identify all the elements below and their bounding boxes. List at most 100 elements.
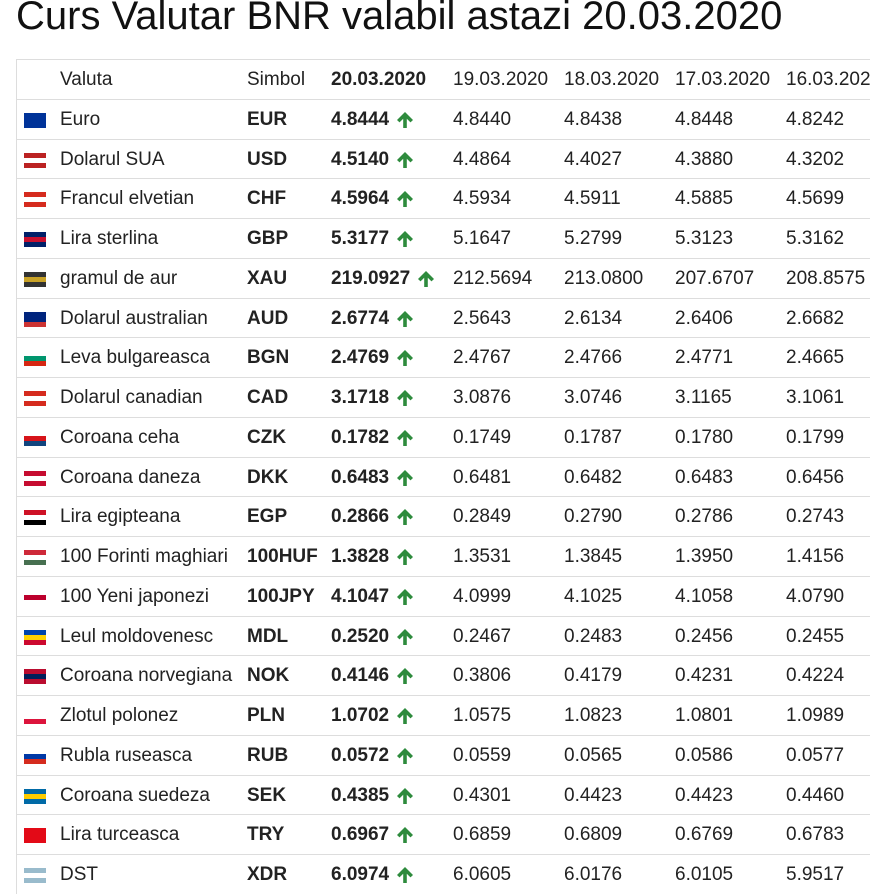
currency-name: Leva bulgareasca (60, 347, 210, 369)
up-arrow (397, 708, 414, 724)
rate-value: 0.0586 (675, 744, 734, 766)
table-row: gramul de aur XAU 219.0927 212.5694 213.0800… (17, 259, 870, 299)
currency-name: 100 Yeni japonezi (60, 585, 209, 607)
rate-value: 0.2520 (331, 625, 390, 647)
currency-symbol: RUB (247, 744, 289, 766)
flag-icon (24, 709, 46, 724)
flag-icon (24, 510, 46, 526)
rate-value: 2.4771 (675, 347, 734, 369)
rate-value: 0.0572 (331, 744, 390, 766)
rate-value: 0.1799 (786, 426, 845, 448)
table-row: Leul moldovenesc MDL 0.2520 0.2467 0.2483 0.2… (17, 617, 870, 657)
up-arrow (397, 151, 414, 168)
flag-stripe (24, 599, 46, 605)
flag-stripe (24, 679, 46, 685)
flag-stripe (24, 828, 46, 834)
rate-value: 5.3162 (786, 228, 845, 249)
rate-value: 0.6859 (453, 824, 512, 846)
table-row: Coroana suedeza SEK 0.4385 0.4301 0.4423 0.44… (17, 776, 870, 816)
arrow-shape (397, 231, 414, 247)
rate-value: 4.8438 (564, 108, 623, 130)
rate-value: 5.3123 (675, 228, 734, 249)
flag-stripe (24, 709, 46, 714)
table-row: 100 Yeni japonezi 100JPY 4.1047 4.0999 4.102… (17, 577, 870, 617)
currency-symbol: GBP (247, 228, 289, 249)
rate-value: 0.0577 (786, 744, 845, 766)
currency-symbol: 100HUF (247, 546, 318, 567)
rate-value: 4.0999 (453, 585, 512, 607)
flag-icon (24, 112, 46, 128)
rate-value: 2.6774 (331, 307, 390, 329)
currency-name: Coroana norvegiana (60, 665, 233, 687)
rate-value: 1.0575 (453, 705, 512, 726)
rate-value: 1.3950 (675, 546, 734, 567)
currency-name: Dolarul canadian (60, 387, 203, 408)
flag-stripe (24, 122, 46, 128)
rate-value: 0.4423 (564, 784, 623, 806)
rate-value: 0.6483 (331, 466, 390, 488)
rate-value: 0.0559 (453, 744, 512, 766)
flag-stripe (24, 281, 46, 287)
flag-icon (24, 868, 46, 883)
up-arrow (397, 350, 414, 367)
arrow-shape (397, 429, 414, 446)
arrow-shape (397, 827, 414, 844)
rate-value: 208.8575 (786, 267, 866, 289)
arrow-shape (397, 787, 414, 804)
currency-symbol: BGN (247, 347, 290, 369)
rate-value: 0.6967 (331, 824, 390, 846)
rate-value: 4.3202 (786, 148, 845, 170)
rate-value: 2.5643 (453, 307, 512, 329)
rate-value: 0.2467 (453, 625, 512, 647)
flag-icon (24, 311, 46, 327)
flag-icon (24, 629, 46, 645)
column-header: 18.03.2020 (564, 69, 660, 90)
rate-value: 2.4767 (453, 347, 512, 369)
rate-value: 0.1787 (564, 426, 623, 448)
currency-name: Coroana daneza (60, 466, 201, 488)
table-row: Dolarul australian AUD 2.6774 2.5643 2.6134 2… (17, 299, 870, 339)
page-title: Curs Valutar BNR valabil astazi 20.03.20… (16, 0, 783, 38)
rate-value: 212.5694 (453, 267, 533, 289)
rate-value: 213.0800 (564, 267, 644, 289)
arrow-shape (418, 270, 435, 287)
currency-name: Lira egipteana (60, 506, 181, 528)
arrow-shape (397, 469, 414, 486)
table-row: Dolarul canadian CAD 3.1718 3.0876 3.0746 3.1… (17, 378, 870, 418)
rate-value: 4.8242 (786, 108, 845, 130)
flag-stripe (24, 719, 46, 724)
currency-name: Zlotul polonez (60, 705, 179, 726)
flag-icon (24, 550, 46, 565)
rate-value: 3.1718 (331, 387, 390, 408)
column-header: 16.03.2020 (786, 69, 870, 90)
rate-value: 1.3531 (453, 546, 512, 567)
arrow-shape (397, 151, 414, 168)
flag-stripe (24, 753, 46, 759)
flag-stripe (24, 430, 46, 436)
rate-value: 0.2849 (453, 506, 512, 528)
rate-value: 2.6134 (564, 307, 623, 329)
rate-value: 4.4864 (453, 148, 512, 170)
flag-stripe (24, 157, 46, 163)
rate-value: 2.4769 (331, 347, 390, 369)
flag-icon (24, 152, 46, 168)
currency-name: Francul elvetian (60, 188, 195, 210)
flag-stripe (24, 242, 46, 247)
table-row: Zlotul polonez PLN 1.0702 1.0575 1.0823 1.080… (17, 696, 870, 736)
header-row: Valuta Simbol 20.03.2020 19.03.2020 18.03.20… (17, 60, 870, 100)
currency-name: Euro (60, 108, 101, 130)
arrow-shape (397, 588, 414, 605)
up-arrow (397, 827, 414, 844)
flag-stripe (24, 629, 46, 635)
up-arrow (397, 668, 414, 685)
flag-stripe (24, 589, 46, 595)
rate-value: 2.6406 (675, 307, 734, 329)
flag-stripe (24, 714, 46, 719)
table-row: Coroana norvegiana NOK 0.4146 0.3806 0.4179 0… (17, 656, 870, 696)
currency-symbol: DKK (247, 466, 289, 488)
flag-stripe (24, 873, 46, 878)
rate-value: 0.4385 (331, 784, 390, 806)
rate-value: 5.3177 (331, 228, 390, 249)
flag-stripe (24, 152, 46, 158)
